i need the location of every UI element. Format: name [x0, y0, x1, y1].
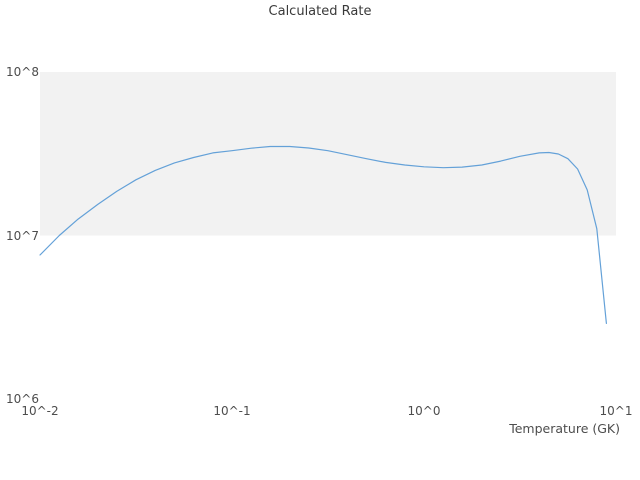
x-axis-label: Temperature (GK): [509, 421, 620, 436]
x-tick-label: 10^1: [599, 404, 633, 418]
x-tick-label: 10^-2: [21, 404, 59, 418]
x-tick-label: 10^0: [407, 404, 441, 418]
y-tick-label: 10^8: [6, 65, 39, 79]
chart-title: Calculated Rate: [268, 4, 372, 19]
y-tick-label: 10^7: [6, 228, 39, 243]
x-tick-label: 10^-1: [213, 404, 251, 418]
y-tick-label: 10^6: [6, 392, 39, 406]
shaded-y-band: [40, 72, 616, 236]
rate-line-series: [39, 145, 607, 324]
